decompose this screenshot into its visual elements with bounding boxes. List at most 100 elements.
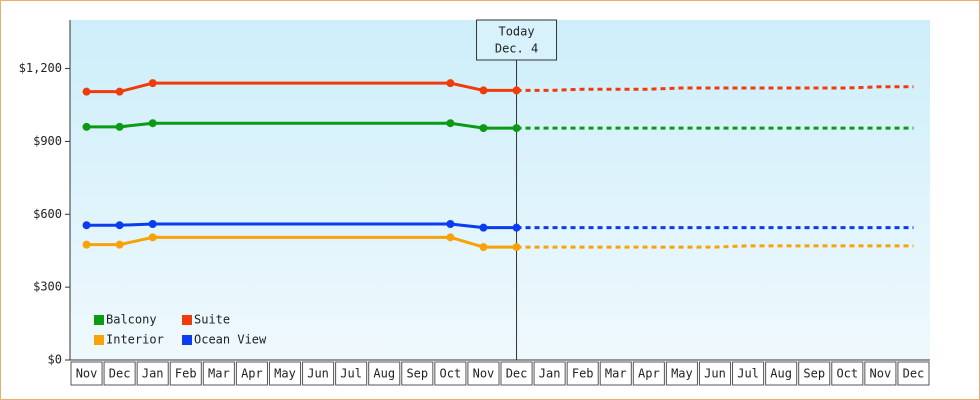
price-point — [512, 124, 521, 133]
today-date: Dec. 4 — [495, 42, 538, 56]
y-tick-label: $300 — [33, 280, 62, 294]
y-tick-label: $600 — [33, 207, 62, 221]
legend-swatch — [182, 315, 192, 325]
legend-label: Interior — [106, 333, 164, 347]
x-tick-box — [665, 361, 698, 386]
x-tick-box — [831, 361, 864, 386]
price-point — [82, 240, 91, 249]
x-tick-box — [434, 361, 467, 386]
forecast-line — [516, 244, 914, 249]
price-point — [479, 86, 488, 95]
plot-area — [70, 20, 930, 360]
price-point — [512, 243, 521, 252]
price-line — [86, 235, 517, 249]
price-point — [82, 122, 91, 131]
x-tick-label: Oct — [836, 367, 858, 381]
x-tick-label: Apr — [638, 367, 660, 381]
x-tick-label: Jul — [340, 367, 362, 381]
price-point — [115, 87, 124, 96]
today-label: Today — [498, 25, 534, 39]
x-tick-label: Feb — [572, 367, 594, 381]
x-tick-label: Mar — [605, 367, 627, 381]
price-point — [479, 243, 488, 252]
x-tick-label: Jun — [704, 367, 726, 381]
today-box — [476, 19, 558, 61]
price-point — [512, 86, 521, 95]
x-tick-box — [632, 361, 665, 386]
x-tick-label: Dec — [903, 367, 925, 381]
legend-swatch — [94, 315, 104, 325]
forecast-line — [516, 85, 914, 92]
x-tick-box — [235, 361, 268, 386]
y-tick-label: $900 — [33, 134, 62, 148]
price-point — [446, 233, 455, 242]
x-tick-label: Dec — [506, 367, 528, 381]
y-tick-label: $0 — [48, 353, 62, 367]
price-point — [115, 122, 124, 131]
x-tick-box — [103, 361, 136, 386]
x-tick-box — [202, 361, 235, 386]
x-tick-label: Jan — [142, 367, 164, 381]
x-tick-label: Mar — [208, 367, 230, 381]
x-tick-label: Aug — [373, 367, 395, 381]
y-tick-label: $1,200 — [19, 61, 62, 75]
price-point — [115, 221, 124, 230]
x-tick-box — [798, 361, 831, 386]
x-tick-box — [335, 361, 368, 386]
x-tick-box — [864, 361, 897, 386]
x-tick-label: Sep — [406, 367, 428, 381]
legend-label: Balcony — [106, 313, 157, 327]
price-point — [148, 233, 157, 242]
x-tick-box — [732, 361, 765, 386]
price-point — [82, 221, 91, 230]
x-tick-box — [897, 361, 930, 386]
x-tick-box — [70, 361, 103, 386]
x-tick-box — [698, 361, 732, 386]
price-point — [446, 220, 455, 228]
price-point — [446, 119, 455, 128]
x-tick-label: Feb — [175, 367, 197, 381]
price-point — [82, 87, 91, 96]
price-line — [86, 81, 517, 94]
price-point — [115, 240, 124, 249]
legend-label: Ocean View — [194, 333, 267, 347]
price-point — [479, 223, 488, 232]
x-tick-box — [765, 361, 798, 386]
price-point — [148, 119, 157, 128]
x-tick-label: Apr — [241, 367, 263, 381]
price-point — [148, 220, 157, 228]
x-tick-label: Jun — [307, 367, 329, 381]
price-point — [479, 124, 488, 133]
price-point — [512, 223, 521, 232]
price-point — [148, 79, 157, 88]
x-tick-label: Jul — [737, 367, 759, 381]
x-tick-box — [599, 361, 632, 386]
x-tick-box — [136, 361, 169, 386]
x-tick-box — [566, 361, 599, 386]
x-tick-label: Sep — [803, 367, 825, 381]
x-tick-label: Jan — [539, 367, 561, 381]
price-line — [86, 222, 517, 230]
x-tick-box — [500, 361, 533, 386]
x-tick-label: May — [671, 367, 693, 381]
x-tick-box — [401, 361, 434, 386]
x-tick-label: Nov — [473, 367, 495, 381]
x-tick-box — [268, 361, 302, 386]
x-tick-label: Nov — [870, 367, 892, 381]
legend-label: Suite — [194, 313, 230, 327]
x-tick-box — [302, 361, 335, 386]
x-tick-label: Oct — [440, 367, 462, 381]
x-tick-box — [368, 361, 401, 386]
x-tick-label: Dec — [109, 367, 131, 381]
x-tick-box — [533, 361, 566, 386]
x-tick-label: Nov — [76, 367, 98, 381]
x-tick-box — [169, 361, 202, 386]
legend-swatch — [94, 335, 104, 345]
price-line — [86, 121, 517, 130]
price-point — [446, 79, 455, 88]
legend-swatch — [182, 335, 192, 345]
x-tick-label: May — [274, 367, 296, 381]
x-tick-box — [467, 361, 500, 386]
x-tick-label: Aug — [770, 367, 792, 381]
